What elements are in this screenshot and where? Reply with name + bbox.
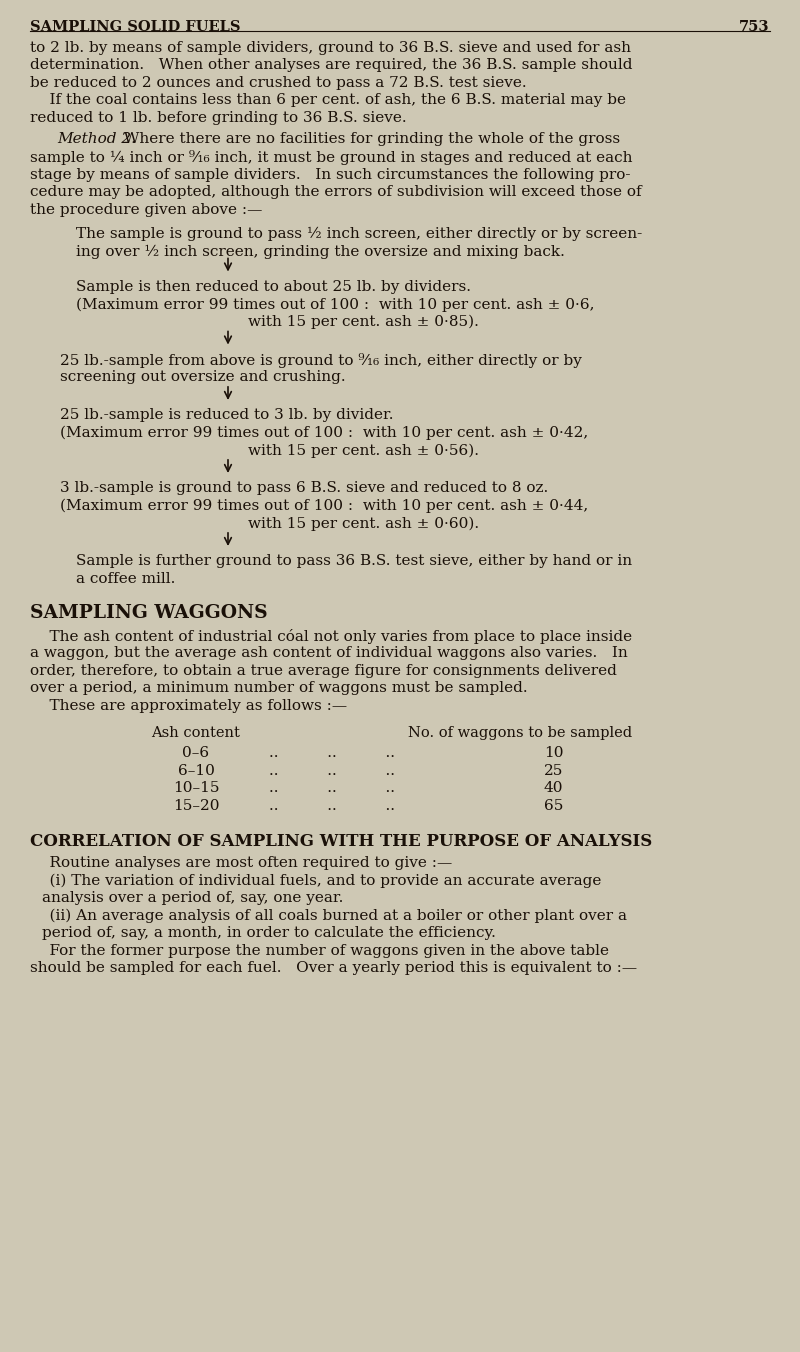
Text: Sample is then reduced to about 25 lb. by dividers.: Sample is then reduced to about 25 lb. b… bbox=[76, 280, 471, 293]
Text: reduced to 1 lb. before grinding to 36 B.S. sieve.: reduced to 1 lb. before grinding to 36 B… bbox=[30, 111, 407, 124]
Text: screening out oversize and crushing.: screening out oversize and crushing. bbox=[60, 370, 346, 384]
Text: sample to ¼ inch or ⁹⁄₁₆ inch, it must be ground in stages and reduced at each: sample to ¼ inch or ⁹⁄₁₆ inch, it must b… bbox=[30, 150, 633, 165]
Text: SAMPLING WAGGONS: SAMPLING WAGGONS bbox=[30, 604, 268, 622]
Text: CORRELATION OF SAMPLING WITH THE PURPOSE OF ANALYSIS: CORRELATION OF SAMPLING WITH THE PURPOSE… bbox=[30, 833, 653, 850]
Text: a waggon, but the average ash content of individual waggons also varies.   In: a waggon, but the average ash content of… bbox=[30, 646, 628, 660]
Text: Routine analyses are most often required to give :—: Routine analyses are most often required… bbox=[30, 856, 453, 869]
Text: the procedure given above :—: the procedure given above :— bbox=[30, 203, 262, 216]
Text: ..          ..          ..: .. .. .. bbox=[269, 799, 395, 813]
Text: 25: 25 bbox=[544, 764, 563, 777]
Text: 3 lb.-sample is ground to pass 6 B.S. sieve and reduced to 8 oz.: 3 lb.-sample is ground to pass 6 B.S. si… bbox=[60, 481, 548, 495]
Text: 25 lb.-sample from above is ground to ⁹⁄₁₆ inch, either directly or by: 25 lb.-sample from above is ground to ⁹⁄… bbox=[60, 353, 582, 368]
Text: with 15 per cent. ash ± 0·85).: with 15 per cent. ash ± 0·85). bbox=[248, 315, 479, 330]
Text: ing over ½ inch screen, grinding the oversize and mixing back.: ing over ½ inch screen, grinding the ove… bbox=[76, 245, 565, 258]
Text: over a period, a minimum number of waggons must be sampled.: over a period, a minimum number of waggo… bbox=[30, 681, 528, 695]
Text: 0–6: 0–6 bbox=[182, 746, 210, 760]
Text: (Maximum error 99 times out of 100 :  with 10 per cent. ash ± 0·42,: (Maximum error 99 times out of 100 : wit… bbox=[60, 426, 588, 441]
Text: SAMPLING SOLID FUELS: SAMPLING SOLID FUELS bbox=[30, 20, 241, 34]
Text: order, therefore, to obtain a true average figure for consignments delivered: order, therefore, to obtain a true avera… bbox=[30, 664, 618, 677]
Text: (Maximum error 99 times out of 100 :  with 10 per cent. ash ± 0·44,: (Maximum error 99 times out of 100 : wit… bbox=[60, 499, 588, 514]
Text: determination.   When other analyses are required, the 36 B.S. sample should: determination. When other analyses are r… bbox=[30, 58, 633, 72]
Text: 6–10: 6–10 bbox=[178, 764, 214, 777]
Text: be reduced to 2 ounces and crushed to pass a 72 B.S. test sieve.: be reduced to 2 ounces and crushed to pa… bbox=[30, 76, 527, 89]
Text: with 15 per cent. ash ± 0·56).: with 15 per cent. ash ± 0·56). bbox=[248, 443, 479, 458]
Text: (ii) An average analysis of all coals burned at a boiler or other plant over a: (ii) An average analysis of all coals bu… bbox=[30, 909, 627, 923]
Text: No. of waggons to be sampled: No. of waggons to be sampled bbox=[408, 726, 632, 740]
Text: to 2 lb. by means of sample dividers, ground to 36 B.S. sieve and used for ash: to 2 lb. by means of sample dividers, gr… bbox=[30, 41, 631, 54]
Text: Where there are no facilities for grinding the whole of the gross: Where there are no facilities for grindi… bbox=[114, 132, 621, 146]
Text: Method 2.: Method 2. bbox=[57, 132, 136, 146]
Text: 25 lb.-sample is reduced to 3 lb. by divider.: 25 lb.-sample is reduced to 3 lb. by div… bbox=[60, 408, 394, 422]
Text: cedure may be adopted, although the errors of subdivision will exceed those of: cedure may be adopted, although the erro… bbox=[30, 185, 642, 199]
Text: The ash content of industrial cóal not only varies from place to place inside: The ash content of industrial cóal not o… bbox=[30, 629, 633, 644]
Text: 753: 753 bbox=[739, 20, 770, 34]
Text: Sample is further ground to pass 36 B.S. test sieve, either by hand or in: Sample is further ground to pass 36 B.S.… bbox=[76, 554, 632, 568]
Text: If the coal contains less than 6 per cent. of ash, the 6 B.S. material may be: If the coal contains less than 6 per cen… bbox=[30, 93, 626, 107]
Text: 10: 10 bbox=[544, 746, 563, 760]
Text: (Maximum error 99 times out of 100 :  with 10 per cent. ash ± 0·6,: (Maximum error 99 times out of 100 : wit… bbox=[76, 297, 594, 312]
Text: analysis over a period of, say, one year.: analysis over a period of, say, one year… bbox=[42, 891, 343, 904]
Text: 40: 40 bbox=[544, 781, 563, 795]
Text: For the former purpose the number of waggons given in the above table: For the former purpose the number of wag… bbox=[30, 944, 610, 957]
Text: 10–15: 10–15 bbox=[173, 781, 219, 795]
Text: should be sampled for each fuel.   Over a yearly period this is equivalent to :—: should be sampled for each fuel. Over a … bbox=[30, 961, 638, 975]
Text: ..          ..          ..: .. .. .. bbox=[269, 781, 395, 795]
Text: ..          ..          ..: .. .. .. bbox=[269, 764, 395, 777]
Text: stage by means of sample dividers.   In such circumstances the following pro-: stage by means of sample dividers. In su… bbox=[30, 168, 631, 181]
Text: Ash content: Ash content bbox=[151, 726, 241, 740]
Text: with 15 per cent. ash ± 0·60).: with 15 per cent. ash ± 0·60). bbox=[248, 516, 479, 531]
Text: 15–20: 15–20 bbox=[173, 799, 219, 813]
Text: 65: 65 bbox=[544, 799, 563, 813]
Text: period of, say, a month, in order to calculate the efficiency.: period of, say, a month, in order to cal… bbox=[42, 926, 495, 940]
Text: ..          ..          ..: .. .. .. bbox=[269, 746, 395, 760]
Text: a coffee mill.: a coffee mill. bbox=[76, 572, 175, 585]
Text: The sample is ground to pass ½ inch screen, either directly or by screen-: The sample is ground to pass ½ inch scre… bbox=[76, 227, 642, 241]
Text: These are approximately as follows :—: These are approximately as follows :— bbox=[30, 699, 347, 713]
Text: (i) The variation of individual fuels, and to provide an accurate average: (i) The variation of individual fuels, a… bbox=[30, 873, 602, 888]
